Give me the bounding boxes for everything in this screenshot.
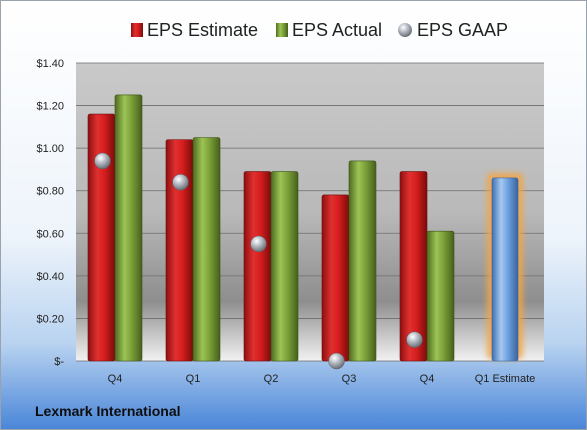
- y-tick-label: $1.00: [36, 143, 64, 155]
- x-tick-label: Q3: [342, 373, 357, 385]
- y-tick-label: $0.60: [36, 228, 64, 240]
- x-tick-label: Q4: [420, 373, 435, 385]
- y-tick-label: $0.20: [36, 313, 64, 325]
- marker-eps-gaap: [406, 331, 423, 348]
- x-axis-ticks: Q4 Q1 Q2 Q3 Q4 Q1 Estimate: [108, 373, 536, 385]
- bar-eps-estimate: [321, 194, 350, 362]
- bar-eps-estimate: [165, 139, 194, 362]
- marker-eps-gaap: [250, 235, 267, 253]
- marker-eps-gaap: [172, 173, 189, 191]
- x-tick-label: Q2: [264, 373, 279, 385]
- legend-label-gaap: EPS GAAP: [417, 20, 508, 40]
- gridlines: [76, 62, 544, 362]
- bars: [87, 94, 523, 362]
- company-name: Lexmark International: [35, 403, 181, 419]
- legend-item-eps-estimate: EPS Estimate: [131, 20, 258, 40]
- bar-eps-estimate: [87, 113, 116, 362]
- bar-eps-actual: [192, 137, 221, 362]
- bar-q1-estimate: [491, 177, 519, 362]
- y-tick-label: $-: [54, 356, 64, 368]
- x-tick-label: Q1 Estimate: [475, 373, 536, 385]
- legend-swatch-estimate: [131, 23, 143, 37]
- legend-swatch-gaap: [398, 23, 412, 37]
- y-tick-label: $1.40: [36, 58, 64, 70]
- legend-swatch-actual: [276, 23, 288, 37]
- bar-eps-actual: [348, 160, 377, 362]
- x-tick-label: Q1: [186, 373, 201, 385]
- plot-area: [76, 63, 544, 361]
- legend-label-estimate: EPS Estimate: [147, 20, 258, 40]
- gaap-markers: [94, 152, 423, 370]
- y-tick-label: $0.80: [36, 186, 64, 198]
- x-tick-label: Q4: [108, 373, 123, 385]
- y-axis-ticks: $- $0.20 $0.40 $0.60 $0.80 $1.00 $1.20 $1.40: [36, 58, 64, 368]
- bar-eps-actual: [426, 230, 455, 362]
- bar-eps-estimate: [243, 171, 272, 362]
- legend-item-eps-actual: EPS Actual: [276, 20, 382, 40]
- marker-eps-gaap: [328, 352, 345, 370]
- bar-eps-actual: [114, 94, 143, 362]
- marker-eps-gaap: [94, 152, 111, 170]
- legend-item-eps-gaap: EPS GAAP: [398, 20, 508, 40]
- y-tick-label: $0.40: [36, 271, 64, 283]
- legend-label-actual: EPS Actual: [292, 20, 382, 40]
- legend: EPS Estimate EPS Actual EPS GAAP: [131, 20, 508, 40]
- y-tick-label: $1.20: [36, 101, 64, 113]
- bar-eps-actual: [270, 171, 299, 362]
